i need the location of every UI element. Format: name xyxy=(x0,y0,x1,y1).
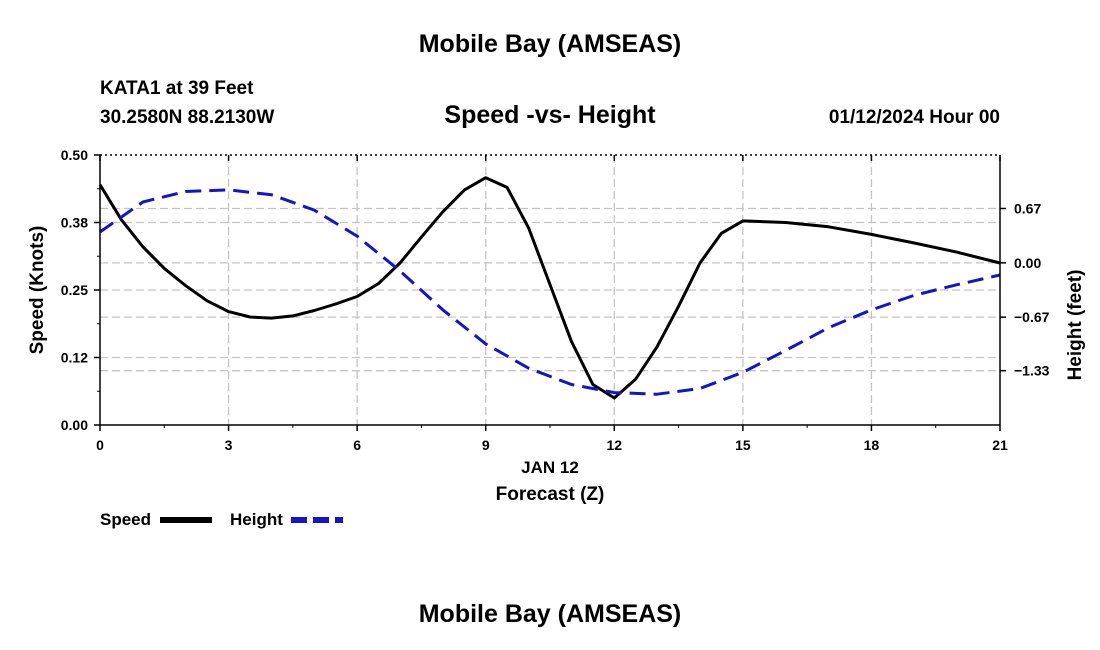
station-label: KATA1 at 39 Feet xyxy=(100,78,254,99)
y-tick-label: 0.12 xyxy=(61,350,88,366)
x-axis-date-label: JAN 12 xyxy=(521,458,579,477)
x-tick-label: 21 xyxy=(992,437,1008,453)
x-tick-label: 0 xyxy=(96,437,104,453)
y-axis-title: Speed (Knots) xyxy=(27,226,48,355)
legend-height-label: Height xyxy=(230,510,283,529)
y2-tick-label: 0.00 xyxy=(1014,255,1041,271)
x-tick-label: 12 xyxy=(606,437,622,453)
series-line-height xyxy=(99,188,1001,396)
next-chart-title: Mobile Bay (AMSEAS) xyxy=(418,600,682,628)
y-tick-label: 0.25 xyxy=(61,282,88,298)
grid-lines xyxy=(100,155,1000,425)
x-tick-label: 18 xyxy=(864,437,880,453)
legend-speed-label: Speed xyxy=(100,510,151,529)
x-tick-label: 9 xyxy=(482,437,490,453)
y-tick-label: 0.00 xyxy=(61,417,88,433)
coordinates-label: 30.2580N 88.2130W xyxy=(100,107,275,128)
legend: Speed Height xyxy=(100,510,343,529)
x-axis-title: Forecast (Z) xyxy=(496,484,605,505)
series-line-speed xyxy=(98,176,1001,400)
series-layer xyxy=(98,176,1001,400)
x-tick-label: 3 xyxy=(225,437,233,453)
y-tick-label: 0.50 xyxy=(61,147,88,163)
axes: 0 3 6 9 12 15 18 21 0.00 0.12 0.25 0.38 0.50 0.67 0.00… xyxy=(61,147,1050,453)
forecast-datetime: 01/12/2024 Hour 00 xyxy=(828,107,1000,128)
y-tick-label: 0.38 xyxy=(61,215,88,231)
chart-title: Mobile Bay (AMSEAS) xyxy=(418,30,682,58)
y2-tick-label: 0.67 xyxy=(1014,201,1041,217)
y2-tick-label: −1.33 xyxy=(1014,363,1050,379)
y2-axis-title: Height (feet) xyxy=(1065,270,1086,381)
y2-tick-label: −0.67 xyxy=(1014,309,1050,325)
x-tick-label: 15 xyxy=(735,437,751,453)
chart-subtitle: Speed -vs- Height xyxy=(444,101,656,129)
x-tick-label: 6 xyxy=(353,437,361,453)
